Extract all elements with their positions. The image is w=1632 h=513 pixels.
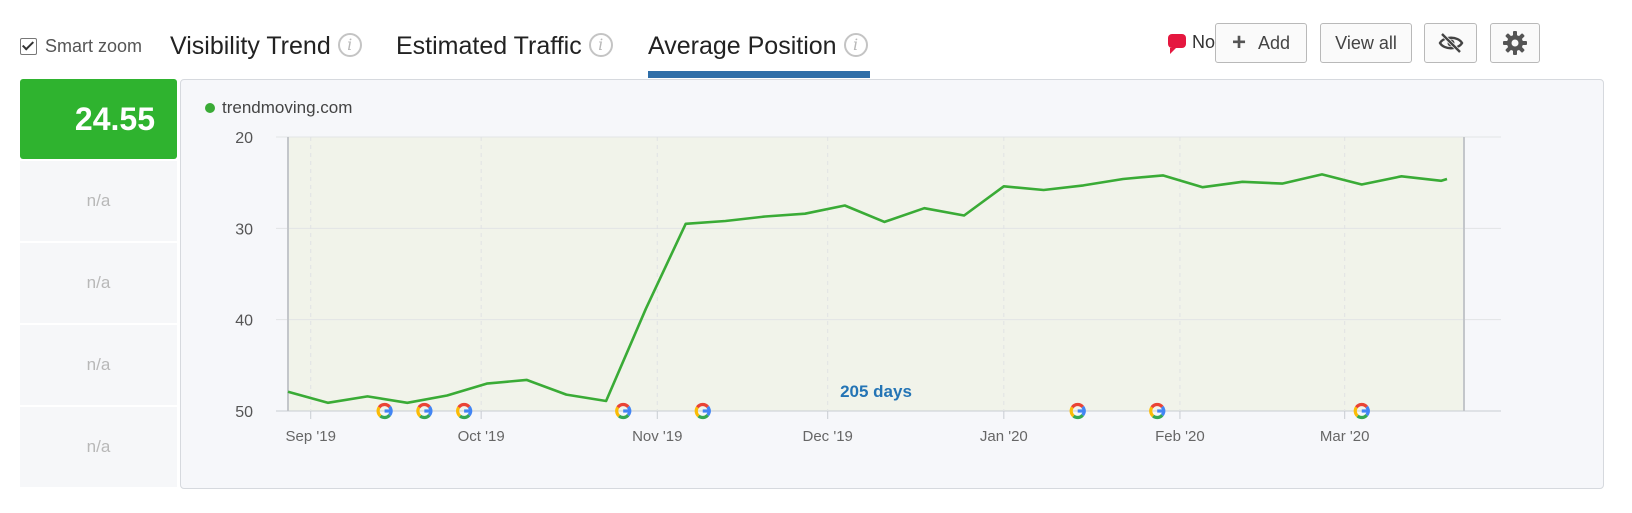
metric-na-4: n/a [20, 407, 177, 487]
google-g-icon[interactable] [1149, 402, 1166, 420]
tab-visibility-trend[interactable]: Visibility Trend i [170, 28, 362, 78]
hide-notes-button[interactable] [1424, 23, 1477, 63]
position-chart[interactable]: 20 30 40 50 Sep '19 Oct '19 Nov '19 Dec '19 Jan … [181, 80, 1605, 490]
metrics-column: 24.55 n/a n/a n/a n/a [20, 79, 177, 487]
series-line [287, 173, 1448, 405]
y-tick-label: 50 [235, 404, 253, 421]
google-g-icon[interactable] [694, 402, 711, 420]
metric-na-1: n/a [20, 161, 177, 241]
active-tab-indicator [648, 71, 870, 78]
legend-dot [205, 103, 215, 113]
google-g-icon[interactable] [456, 402, 473, 420]
x-tick-label: Nov '19 [632, 428, 682, 445]
legend-label: trendmoving.com [222, 98, 353, 117]
tab-label: Average Position [648, 32, 837, 60]
tab-average-position[interactable]: Average Position i [648, 28, 870, 78]
add-note-button[interactable]: + Add [1215, 23, 1307, 63]
x-tick-label: Mar '20 [1320, 428, 1370, 445]
chart-panel: trendmoving.com 20 30 40 50 Sep '19 Oct '19 No… [180, 79, 1604, 489]
view-all-notes-button[interactable]: View all [1320, 23, 1412, 63]
info-icon[interactable]: i [337, 33, 362, 57]
metric-na-3: n/a [20, 325, 177, 405]
smart-zoom-label: Smart zoom [45, 36, 143, 56]
x-tick-label: Sep '19 [286, 428, 336, 445]
chart-legend[interactable]: trendmoving.com [205, 98, 352, 118]
google-g-icon[interactable] [416, 402, 433, 420]
y-tick-label: 20 [235, 130, 253, 147]
average-position-score: 24.55 [20, 79, 177, 159]
eye-slash-icon [1438, 32, 1463, 54]
plus-icon: + [1231, 29, 1246, 56]
view-all-label: View all [1335, 32, 1397, 53]
gear-icon [1503, 31, 1527, 55]
google-g-icon[interactable] [615, 402, 632, 420]
tab-estimated-traffic[interactable]: Estimated Traffic i [396, 28, 613, 78]
selected-range-area [288, 137, 1464, 411]
y-tick-label: 40 [235, 313, 253, 330]
tab-label: Visibility Trend [170, 32, 331, 60]
x-tick-label: Jan '20 [980, 428, 1028, 445]
x-tick-label: Feb '20 [1155, 428, 1205, 445]
y-tick-label: 30 [235, 221, 253, 238]
google-g-icon[interactable] [1069, 402, 1086, 420]
speech-bubble-icon [1168, 33, 1186, 54]
info-icon[interactable]: i [843, 33, 868, 57]
period-duration-label: 205 days [840, 382, 912, 401]
add-note-label: Add [1257, 32, 1291, 53]
metric-na-2: n/a [20, 243, 177, 323]
google-g-icon[interactable] [376, 402, 393, 420]
settings-button[interactable] [1490, 23, 1540, 63]
x-tick-label: Dec '19 [803, 428, 853, 445]
tab-label: Estimated Traffic [396, 32, 582, 60]
smart-zoom-checkbox[interactable] [20, 38, 37, 55]
google-g-icon[interactable] [1353, 402, 1370, 420]
smart-zoom-toggle[interactable]: Smart zoom [20, 36, 142, 57]
top-bar: Smart zoom Visibility Trend i Estimated … [0, 0, 1632, 80]
x-tick-label: Oct '19 [458, 428, 505, 445]
info-icon[interactable]: i [588, 33, 613, 57]
